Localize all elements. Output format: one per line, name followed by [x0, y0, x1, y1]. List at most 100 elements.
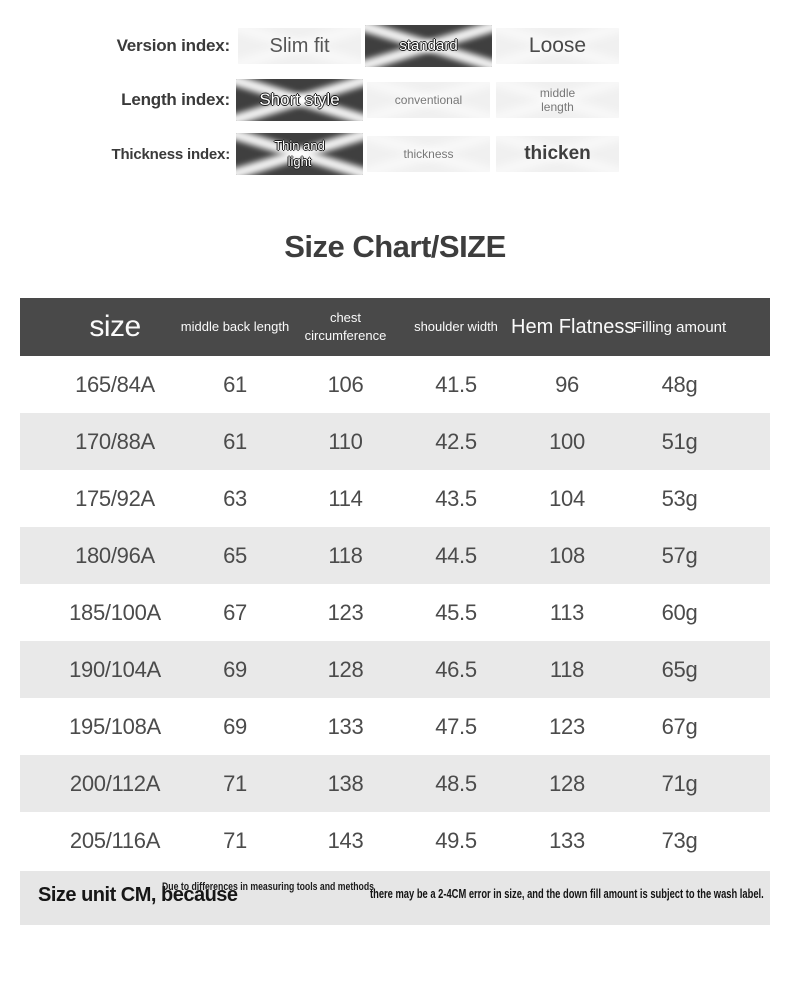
value-cell: 71g [661, 770, 698, 796]
filter-option-label: Short style [259, 89, 340, 109]
table-row-205-116a: 205/116A 71 143 49.5 133 73g [20, 812, 770, 869]
value-cell: 61 [223, 428, 247, 454]
value-cell: 114 [328, 485, 363, 511]
size-cell: 165/84A [75, 371, 155, 397]
column-header-size: size [89, 310, 141, 343]
column-header-hem-flatness: Hem Flatness [511, 315, 635, 338]
size-cell: 205/116A [69, 827, 161, 853]
table-row-190-104a: 190/104A 69 128 46.5 118 65g [20, 641, 770, 698]
column-header-chest-circumference: chest circumference [304, 309, 387, 343]
filter-option-label: Loose [528, 34, 587, 58]
value-cell: 123 [327, 599, 364, 625]
table-row-165-84a: 165/84A 61 106 41.5 96 48g [20, 356, 770, 413]
value-cell: 108 [549, 542, 585, 568]
value-cell: 41.5 [435, 371, 477, 397]
filter-option-label: conventional [394, 92, 463, 107]
value-cell: 73g [661, 827, 698, 853]
header-row: size middle back length chest circumferenc… [20, 298, 770, 356]
value-cell: 45.5 [435, 599, 477, 625]
value-cell: 128 [327, 656, 364, 682]
value-cell: 113 [549, 599, 585, 625]
filter-option-middle-length[interactable]: middle length [496, 82, 619, 118]
table-row-195-108a: 195/108A 69 133 47.5 123 67g [20, 698, 770, 755]
size-cell: 170/88A [75, 428, 155, 454]
filter-option-thin-and-light[interactable]: Thin and light [236, 133, 363, 175]
filter-option-standard[interactable]: standard [365, 25, 492, 67]
size-chart-body: 165/84A 61 106 41.5 96 48g 170/88A 61 110 42.5 100… [20, 356, 770, 869]
filter-row-thickness-index: Thickness index: Thin and light thickness t… [0, 133, 790, 175]
value-cell: 128 [549, 770, 585, 796]
value-cell: 123 [549, 713, 585, 739]
value-cell: 48g [661, 371, 698, 397]
size-cell: 200/112A [69, 770, 161, 796]
table-row-200-112a: 200/112A 71 138 48.5 128 71g [20, 755, 770, 812]
filter-option-conventional[interactable]: conventional [367, 82, 490, 118]
size-chart-table: size middle back length chest circumferenc… [20, 298, 770, 869]
page-title: Size Chart/SIZE [284, 229, 506, 264]
filter-options: Short style conventional middle length [236, 79, 619, 121]
size-cell: 195/108A [69, 713, 161, 739]
footnote-size-unit: Size unit CM, because [38, 884, 238, 906]
value-cell: 104 [549, 485, 585, 511]
size-cell: 185/100A [69, 599, 161, 625]
filter-option-slim-fit[interactable]: Slim fit [238, 28, 361, 64]
filter-options: Thin and light thickness thicken [236, 133, 619, 175]
filter-option-thickness[interactable]: thickness [367, 136, 490, 172]
filter-label: Length index: [121, 90, 230, 109]
filter-label: Thickness index: [111, 145, 230, 163]
filter-option-label: thicken [524, 142, 591, 164]
value-cell: 42.5 [435, 428, 477, 454]
value-cell: 133 [549, 827, 585, 853]
value-cell: 43.5 [435, 485, 477, 511]
value-cell: 57g [661, 542, 698, 568]
value-cell: 67 [223, 599, 247, 625]
value-cell: 133 [327, 713, 364, 739]
column-header-middle-back-length: middle back length [180, 318, 290, 334]
table-row-180-96a: 180/96A 65 118 44.5 108 57g [20, 527, 770, 584]
value-cell: 118 [549, 656, 585, 682]
table-row-175-92a: 175/92A 63 114 43.5 104 53g [20, 470, 770, 527]
filter-options: Slim fit standard Loose [238, 25, 619, 67]
value-cell: 69 [223, 656, 247, 682]
filter-option-loose[interactable]: Loose [496, 28, 619, 64]
value-cell: 67g [661, 713, 698, 739]
value-cell: 44.5 [435, 542, 477, 568]
value-cell: 106 [327, 371, 364, 397]
table-row-170-88a: 170/88A 61 110 42.5 100 51g [20, 413, 770, 470]
filter-label: Version index: [116, 36, 231, 55]
filter-row-length-index: Length index: Short style conventional midd… [0, 79, 790, 121]
value-cell: 63 [223, 485, 247, 511]
filter-option-label: middle length [539, 85, 576, 114]
value-cell: 96 [555, 371, 579, 397]
filter-option-short-style[interactable]: Short style [236, 79, 363, 121]
filter-option-label: standard [399, 37, 458, 54]
value-cell: 143 [327, 827, 364, 853]
footnote-measure-note: Due to differences in measuring tools an… [162, 881, 374, 893]
value-cell: 100 [549, 428, 585, 454]
filter-option-label: Slim fit [269, 35, 330, 57]
size-cell: 190/104A [69, 656, 161, 682]
value-cell: 110 [328, 428, 363, 454]
value-cell: 69 [223, 713, 247, 739]
column-header-shoulder-width: shoulder width [414, 318, 498, 334]
value-cell: 53g [661, 485, 698, 511]
size-chart-header: size middle back length chest circumferenc… [20, 298, 770, 356]
table-row-185-100a: 185/100A 67 123 45.5 113 60g [20, 584, 770, 641]
size-cell: 180/96A [75, 542, 155, 568]
value-cell: 65 [223, 542, 247, 568]
value-cell: 118 [328, 542, 363, 568]
value-cell: 138 [327, 770, 364, 796]
value-cell: 65g [661, 656, 698, 682]
filter-option-label: Thin and light [274, 138, 325, 169]
index-filters: Version index: Slim fit standard Loose Lengt… [0, 0, 790, 175]
value-cell: 71 [223, 770, 247, 796]
value-cell: 47.5 [435, 713, 477, 739]
footnote-error-note: there may be a 2-4CM error in size, and … [370, 886, 764, 901]
value-cell: 51g [661, 428, 698, 454]
value-cell: 48.5 [435, 770, 477, 796]
footnote-bar: Size unit CM, because Due to differences… [20, 871, 770, 925]
size-cell: 175/92A [75, 485, 155, 511]
value-cell: 49.5 [435, 827, 477, 853]
filter-option-thicken[interactable]: thicken [496, 136, 619, 172]
column-header-filling-amount: Filling amount [632, 318, 727, 336]
